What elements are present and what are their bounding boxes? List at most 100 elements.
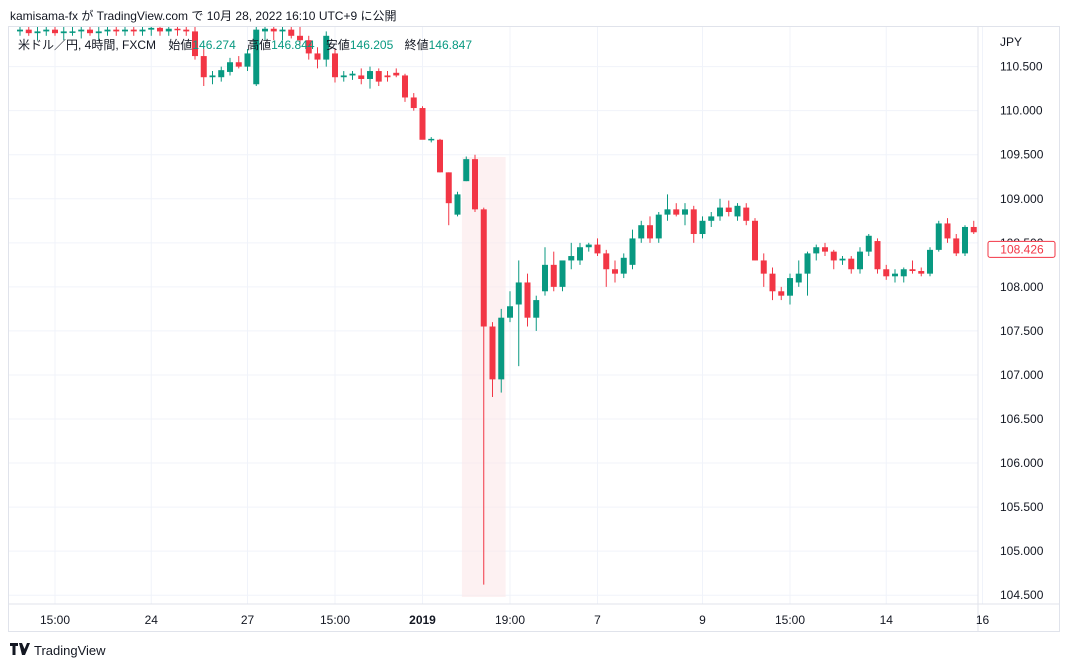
- candle[interactable]: [314, 47, 321, 69]
- candle[interactable]: [402, 73, 408, 102]
- candle[interactable]: [192, 27, 198, 60]
- candle[interactable]: [857, 247, 863, 274]
- candle[interactable]: [69, 27, 76, 36]
- candle[interactable]: [489, 322, 496, 397]
- candle[interactable]: [699, 216, 706, 239]
- candle[interactable]: [682, 203, 688, 226]
- candle[interactable]: [375, 68, 382, 87]
- candle[interactable]: [209, 71, 216, 85]
- candle[interactable]: [883, 264, 890, 280]
- candle[interactable]: [428, 137, 435, 143]
- candle[interactable]: [909, 260, 916, 274]
- candle[interactable]: [927, 247, 933, 277]
- candle[interactable]: [743, 203, 750, 226]
- candle[interactable]: [542, 247, 548, 296]
- candle[interactable]: [419, 106, 426, 140]
- candle[interactable]: [664, 194, 671, 221]
- candle[interactable]: [830, 249, 837, 270]
- candle[interactable]: [874, 238, 881, 274]
- candle[interactable]: [620, 253, 627, 279]
- candle[interactable]: [647, 216, 653, 243]
- candle[interactable]: [130, 27, 137, 36]
- candle[interactable]: [454, 191, 461, 217]
- candle[interactable]: [725, 200, 732, 217]
- candle[interactable]: [17, 27, 23, 36]
- candle[interactable]: [367, 66, 373, 89]
- candle[interactable]: [769, 267, 776, 301]
- candle[interactable]: [734, 203, 741, 221]
- candle[interactable]: [550, 251, 557, 292]
- candle[interactable]: [340, 71, 347, 82]
- candle[interactable]: [349, 71, 356, 80]
- candle[interactable]: [472, 154, 478, 212]
- candle[interactable]: [323, 31, 330, 67]
- candle[interactable]: [270, 27, 277, 41]
- candle[interactable]: [594, 238, 601, 257]
- candle[interactable]: [822, 242, 828, 257]
- candle[interactable]: [918, 267, 925, 277]
- candle[interactable]: [813, 244, 820, 261]
- candle[interactable]: [717, 198, 723, 221]
- candle[interactable]: [358, 68, 365, 85]
- candle[interactable]: [655, 211, 662, 243]
- candle[interactable]: [244, 49, 251, 72]
- symbol-name[interactable]: 米ドル／円, 4時間, FXCM: [18, 38, 157, 52]
- candle[interactable]: [629, 229, 636, 270]
- candle[interactable]: [865, 234, 872, 257]
- candle[interactable]: [498, 308, 505, 393]
- candle[interactable]: [95, 27, 102, 41]
- candle[interactable]: [752, 218, 758, 261]
- candle[interactable]: [839, 256, 846, 265]
- candle[interactable]: [235, 56, 242, 69]
- candle[interactable]: [174, 27, 181, 36]
- candle[interactable]: [218, 66, 225, 82]
- candle[interactable]: [437, 138, 443, 173]
- candle[interactable]: [113, 27, 120, 36]
- candle[interactable]: [577, 242, 583, 265]
- candle[interactable]: [148, 27, 155, 36]
- candle[interactable]: [612, 260, 618, 283]
- candle[interactable]: [673, 203, 680, 217]
- candle[interactable]: [760, 253, 767, 287]
- candle[interactable]: [393, 68, 400, 78]
- candle[interactable]: [157, 27, 163, 36]
- candle[interactable]: [480, 207, 487, 585]
- candle[interactable]: [305, 35, 312, 60]
- candle[interactable]: [962, 225, 968, 257]
- candle[interactable]: [953, 234, 960, 257]
- candle[interactable]: [52, 27, 58, 36]
- candle[interactable]: [603, 249, 610, 287]
- candle[interactable]: [708, 211, 715, 227]
- candle[interactable]: [60, 27, 67, 41]
- candle[interactable]: [944, 218, 951, 243]
- candle[interactable]: [690, 205, 697, 243]
- candle[interactable]: [43, 27, 50, 36]
- candle[interactable]: [183, 27, 190, 36]
- candle[interactable]: [795, 260, 802, 287]
- candle[interactable]: [559, 260, 566, 292]
- candle[interactable]: [638, 220, 645, 243]
- candle[interactable]: [165, 27, 172, 36]
- candle[interactable]: [78, 27, 85, 39]
- footer-brand[interactable]: TradingView: [10, 643, 106, 658]
- candle[interactable]: [297, 27, 303, 45]
- candle[interactable]: [900, 267, 907, 283]
- candle[interactable]: [892, 269, 898, 283]
- candle[interactable]: [804, 251, 811, 296]
- candle[interactable]: [787, 273, 793, 305]
- candle[interactable]: [568, 242, 575, 270]
- candle[interactable]: [87, 27, 93, 36]
- candle[interactable]: [25, 27, 32, 36]
- candle[interactable]: [410, 93, 417, 111]
- candle[interactable]: [279, 27, 286, 41]
- candle[interactable]: [463, 156, 470, 182]
- candle[interactable]: [227, 57, 233, 76]
- candle[interactable]: [778, 286, 785, 301]
- candle[interactable]: [122, 27, 128, 36]
- candle[interactable]: [384, 71, 391, 82]
- candle[interactable]: [34, 27, 41, 41]
- candle[interactable]: [332, 49, 338, 83]
- candle[interactable]: [515, 260, 522, 367]
- candle[interactable]: [139, 27, 146, 36]
